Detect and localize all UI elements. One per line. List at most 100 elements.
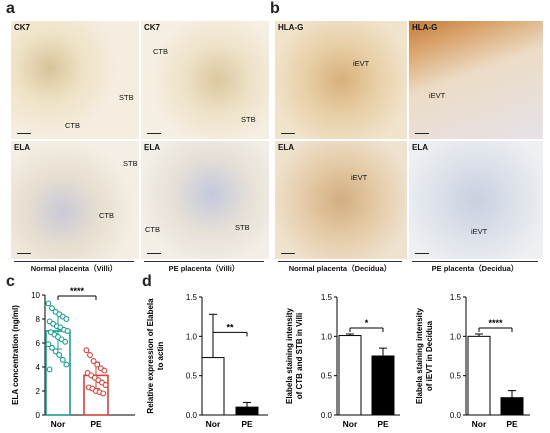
data-point [59,356,66,363]
bar [235,406,259,416]
scale-bar [17,253,31,254]
x-tick-label: Nor [51,419,66,429]
y-tick-label: 0.0 [321,411,333,420]
micrograph-b-pe-hlag: HLA-G iEVT [408,20,544,140]
ctb-label: CTB [145,225,160,234]
data-point [87,352,93,358]
panel-a-letter: a [6,0,15,17]
image-title: ELA [278,143,294,152]
data-point [46,366,53,373]
x-tick-label: PE [506,419,518,429]
panel-b-letter: b [270,0,280,17]
image-title: ELA [412,143,428,152]
micrograph-a-normal-ela: ELA STB CTB [10,140,140,260]
ctb-label: CTB [153,47,168,56]
data-point [94,361,101,368]
caption-line [412,261,538,262]
data-point [56,352,63,358]
image-title: ELA [144,143,160,152]
data-point [100,390,107,397]
caption-line [144,261,264,262]
micrograph-a-normal-ck7: CK7 STB CTB [10,20,140,140]
y-tick-label: 1.5 [450,293,462,302]
y-tick-label: 8 [36,315,41,324]
data-point [83,347,90,354]
significance-label: * [365,318,369,328]
data-point [63,361,70,368]
micrograph-b-pe-ela: ELA iEVT [408,140,544,260]
data-point [45,341,52,348]
stb-label: STB [119,93,134,102]
caption-pe-decidua: PE placenta（Decidua） [431,264,519,273]
ievt-label: iEVT [471,227,488,236]
stb-label: STB [123,159,138,168]
caption-normal-decidua: Normal placenta（Decidua） [288,264,392,273]
y-axis-label: Elabela staining intensity [285,307,294,404]
panel-c-letter: c [6,273,15,290]
scale-bar [415,253,429,254]
ctb-label: CTB [65,121,80,130]
x-tick-label: Nor [472,419,487,429]
y-axis-label: to actin [156,342,165,371]
y-tick-label: 1.0 [321,332,333,341]
caption-normal-villi: Normal placenta（Villi） [30,264,118,273]
y-axis-label: of iEVT in Decidua [425,320,434,391]
image-title: CK7 [144,23,161,32]
x-tick-label: Nor [343,419,358,429]
y-tick-label: 10 [31,291,40,300]
y-axis-label: Relative expression of Elabela [146,298,155,414]
y-axis-label: ELA concentration (ng/ml) [11,305,20,405]
x-tick-label: PE [90,419,102,429]
ievt-label: iEVT [351,173,368,182]
panel-d-letter: d [142,273,152,290]
data-point [45,300,52,307]
bar [338,335,362,416]
scale-bar [147,133,161,134]
scale-bar [17,133,31,134]
caption-pe-villi: PE placenta（Villi） [168,264,240,273]
ievt-label: iEVT [353,59,370,68]
y-tick-label: 1.0 [450,332,462,341]
data-point [90,358,97,364]
x-tick-label: PE [241,419,253,429]
caption-line [14,261,134,262]
caption-line [278,261,402,262]
data-point [101,367,108,374]
y-tick-label: 0.5 [186,372,198,381]
y-tick-label: 0.5 [450,372,462,381]
x-tick-label: Nor [206,419,221,429]
y-tick-label: 0.5 [321,372,333,381]
image-title: CK7 [14,23,31,32]
image-title: HLA-G [412,23,438,32]
image-title: ELA [14,143,30,152]
x-tick-label: PE [377,419,389,429]
micrograph-b-normal-ela: ELA iEVT [274,140,408,260]
significance-label: **** [488,318,503,328]
data-point [49,305,55,312]
data-point [62,338,69,345]
micrograph-b-normal-hlag: HLA-G iEVT [274,20,408,140]
micrograph-a-pe-ela: ELA CTB STB [140,140,270,260]
scale-bar [281,253,295,254]
y-tick-label: 4 [36,363,41,372]
ievt-label: iEVT [429,91,446,100]
bar [371,355,395,416]
scale-bar [147,253,161,254]
bar [467,335,491,416]
y-tick-label: 6 [36,339,41,348]
y-tick-label: 2 [36,387,41,396]
ctb-label: CTB [99,211,114,220]
y-axis-label: of CTB and STB in Villi [295,313,304,400]
y-tick-label: 0.0 [186,411,198,420]
y-axis-label: Elabela staining intensity [415,307,424,404]
significance-label: ** [226,322,234,332]
scale-bar [281,133,295,134]
bar [201,357,225,416]
data-point [49,344,55,351]
data-point [64,328,71,334]
y-tick-label: 1.0 [186,332,198,341]
stb-label: STB [235,223,250,232]
image-title: HLA-G [278,23,304,32]
y-tick-label: 0 [36,411,41,420]
